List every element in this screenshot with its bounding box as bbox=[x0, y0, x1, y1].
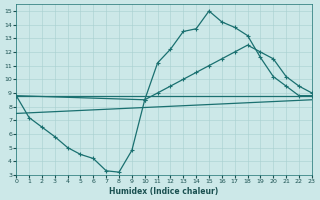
X-axis label: Humidex (Indice chaleur): Humidex (Indice chaleur) bbox=[109, 187, 219, 196]
